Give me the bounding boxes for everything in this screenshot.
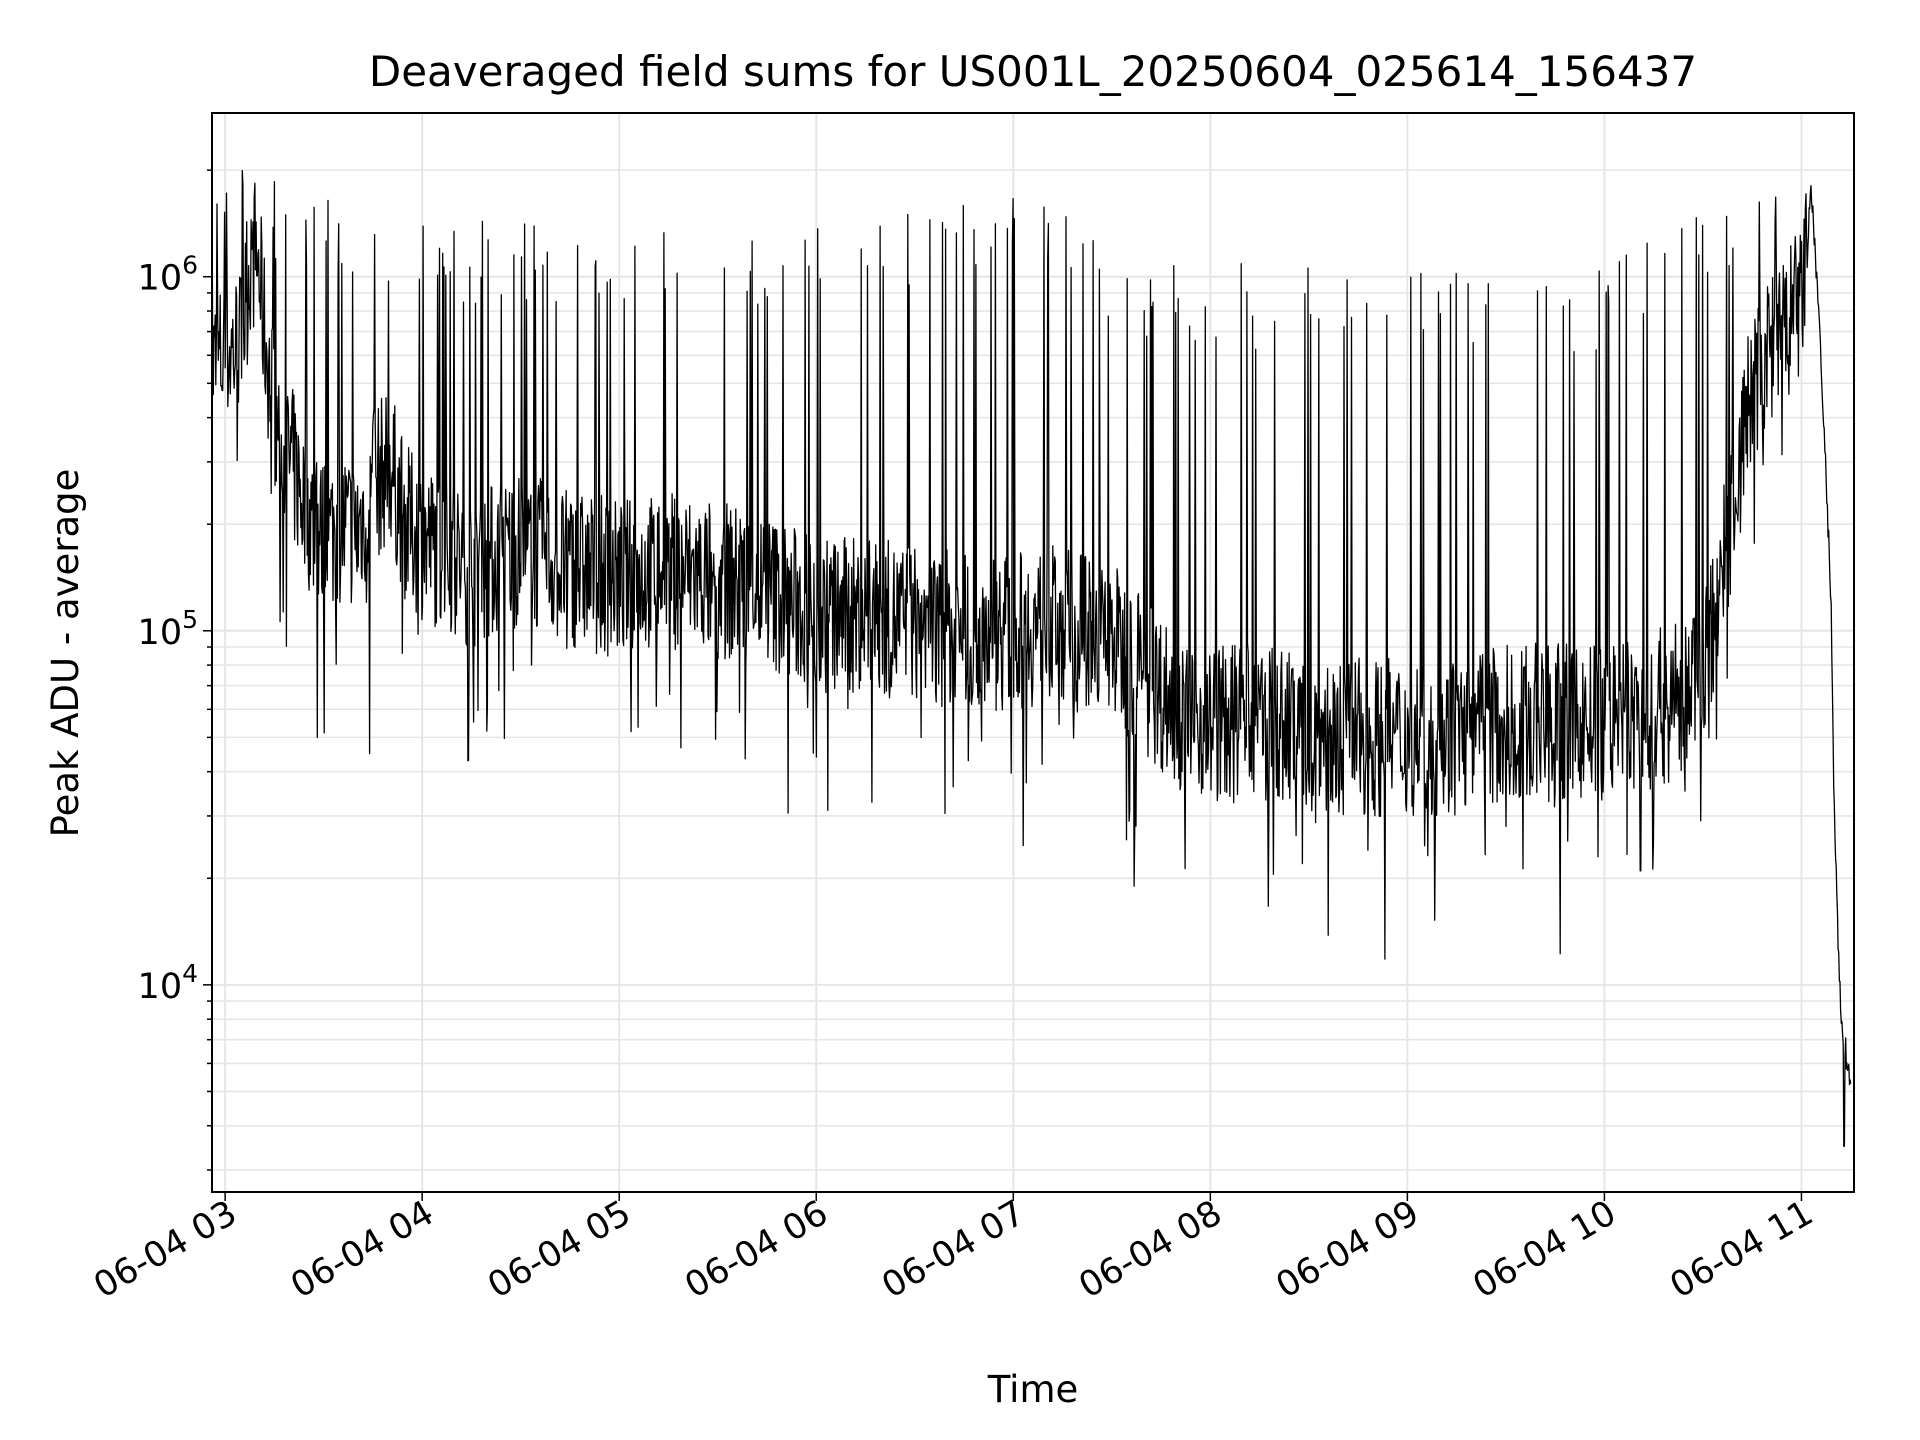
x-tick-label: 06-04 11: [1664, 1193, 1820, 1306]
y-axis-label: Peak ADU - average: [44, 469, 87, 838]
y-axis: 104 105 106: [138, 169, 212, 1171]
x-tick-label: 06-04 04: [284, 1193, 440, 1306]
x-tick-label: 06-04 10: [1467, 1193, 1623, 1306]
x-axis: 06-04 03 06-04 04 06-04 05 06-04 06 06-04 07…: [87, 1192, 1820, 1306]
x-tick-label: 06-04 06: [678, 1193, 834, 1306]
x-tick-label: 06-04 03: [87, 1193, 243, 1306]
x-axis-label: Time: [987, 1368, 1079, 1411]
x-tick-label: 06-04 09: [1270, 1193, 1426, 1306]
x-tick-label: 06-04 08: [1073, 1193, 1229, 1306]
x-tick-label: 06-04 07: [876, 1193, 1032, 1306]
x-tick-label: 06-04 05: [481, 1193, 637, 1306]
series-path: [211, 170, 1852, 1147]
y-tick-label: 106: [138, 251, 198, 299]
y-tick-label: 105: [138, 605, 198, 653]
axes-frame: [211, 112, 1855, 1193]
y-tick-label: 104: [138, 959, 198, 1007]
series-line: [211, 170, 1852, 1147]
chart-title: Deaveraged field sums for US001L_2025060…: [369, 47, 1697, 96]
